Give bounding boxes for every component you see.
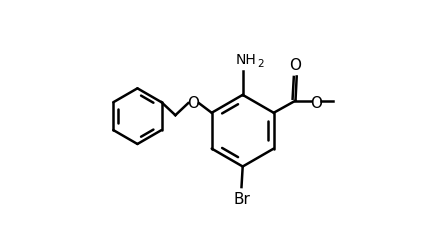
Text: NH: NH [236,53,257,67]
Text: O: O [289,58,302,73]
Text: Br: Br [233,192,250,207]
Text: 2: 2 [257,59,264,69]
Text: O: O [310,96,322,111]
Text: O: O [187,96,200,111]
